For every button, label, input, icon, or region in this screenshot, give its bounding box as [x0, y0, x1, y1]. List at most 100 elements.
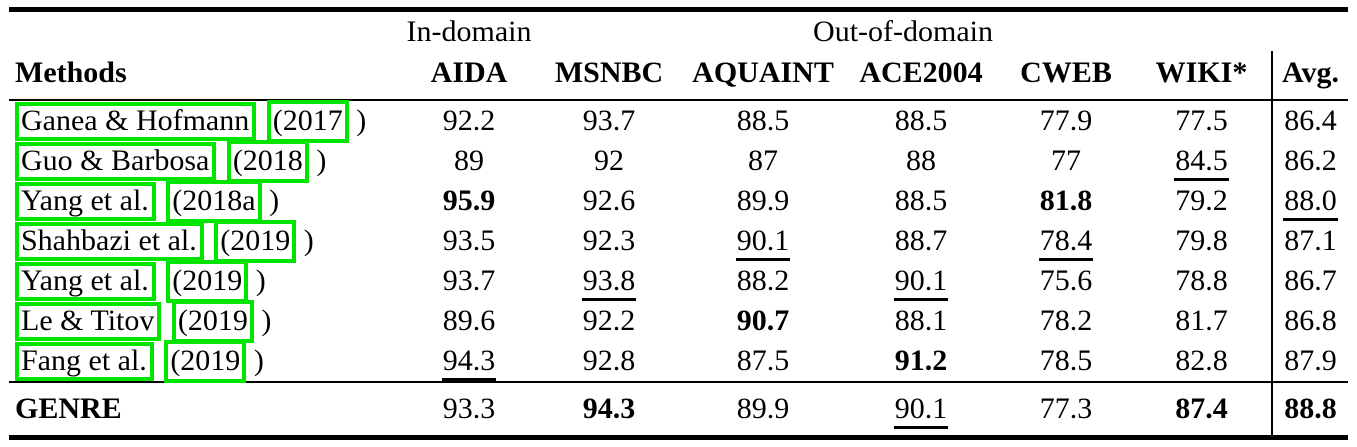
method-name-annotation-box[interactable]: Guo & Barbosa: [15, 142, 217, 181]
score-value: 93.5: [442, 224, 496, 257]
score-cell: 89.9: [684, 381, 842, 435]
score-value: 92.3: [582, 224, 636, 257]
score-cell: 88.5: [842, 100, 1000, 141]
method-row: Yang et al. (2018a ) 95.9 92.6 89.9 88.5 81.…: [9, 180, 1348, 223]
score-value: 90.1: [893, 264, 949, 301]
score-cell: 93.7: [534, 100, 684, 141]
method-year-annotation-box[interactable]: (2018a: [166, 180, 262, 223]
score-value: 87: [748, 144, 778, 177]
score-cell: 77.9: [1000, 100, 1132, 141]
score-cell: 91.2: [842, 341, 1000, 382]
score-cell: 94.3: [404, 341, 534, 382]
score-cell: 95.9: [404, 181, 534, 221]
empty-corner-cell: [9, 12, 404, 51]
score-value: 87.4: [1175, 392, 1228, 425]
method-cell: Shahbazi et al. (2019 ): [9, 220, 404, 263]
table-body: Ganea & Hofmann (2017 ) 92.2 93.7 88.5 88.5…: [9, 100, 1348, 383]
method-year-annotation-box[interactable]: (2017: [266, 100, 349, 143]
score-cell: 93.5: [404, 221, 534, 261]
score-value: 78.4: [1038, 224, 1094, 261]
method-name-annotation-box[interactable]: Yang et al.: [15, 262, 156, 301]
score-value: 92.2: [442, 104, 496, 137]
score-cell: 89.9: [684, 181, 842, 221]
score-cell: 75.6: [1000, 261, 1132, 301]
method-name-annotation-box[interactable]: Shahbazi et al.: [15, 222, 204, 261]
score-value: 89.9: [736, 392, 790, 425]
method-row: Shahbazi et al. (2019 ) 93.5 92.3 90.1 88.7…: [9, 220, 1348, 263]
genre-row: GENRE 93.3 94.3 89.9 90.1 77.3 87.4 88.8: [9, 381, 1348, 435]
method-row: Le & Titov (2019 ) 89.6 92.2 90.7 88.1 78.2 8…: [9, 300, 1348, 343]
results-table-container: In-domain Out-of-domain Methods AIDA MSNB…: [9, 7, 1348, 440]
method-name-annotation-box[interactable]: Fang et al.: [15, 342, 154, 381]
column-header-wiki: WIKI*: [1132, 51, 1273, 101]
score-value: 95.9: [442, 184, 496, 217]
method-name-annotation-box[interactable]: Le & Titov: [15, 302, 162, 341]
score-cell: 90.1: [684, 221, 842, 261]
method-year-annotation-box[interactable]: (2019: [164, 340, 247, 383]
score-cell: 82.8: [1132, 341, 1272, 382]
score-cell: 78.8: [1132, 261, 1272, 301]
score-value: 90.7: [736, 304, 790, 337]
close-paren: ): [356, 104, 367, 137]
close-paren: ): [316, 144, 327, 177]
score-value: 88.5: [894, 104, 948, 137]
score-cell: 87.5: [684, 341, 842, 382]
score-cell: 87.1: [1271, 221, 1348, 261]
score-value: 88.8: [1284, 392, 1337, 425]
method-name-annotation-box[interactable]: Yang et al.: [15, 182, 156, 221]
close-paren: ): [261, 304, 272, 337]
score-cell: 87.9: [1271, 341, 1348, 382]
score-value: 82.8: [1175, 344, 1228, 377]
method-row: Ganea & Hofmann (2017 ) 92.2 93.7 88.5 88.5…: [9, 100, 1348, 143]
score-value: 86.8: [1284, 304, 1337, 337]
score-value: 88.5: [894, 184, 948, 217]
method-cell: Yang et al. (2018a ): [9, 180, 404, 223]
method-name-annotation-box[interactable]: Ganea & Hofmann: [15, 102, 257, 141]
score-value: 89.9: [736, 184, 790, 217]
close-paren: ): [253, 344, 264, 377]
score-cell: 93.3: [404, 381, 534, 435]
score-value: 94.3: [441, 344, 497, 381]
score-value: 93.7: [582, 104, 636, 137]
score-cell: 90.7: [684, 301, 842, 341]
score-value: 88: [906, 144, 936, 177]
column-header-avg: Avg.: [1271, 51, 1348, 101]
score-value: 90.1: [893, 392, 949, 429]
method-row: Yang et al. (2019 ) 93.7 93.8 88.2 90.1 75.6…: [9, 260, 1348, 303]
method-row: Fang et al. (2019 ) 94.3 92.8 87.5 91.2 78.5…: [9, 340, 1348, 383]
score-cell: 90.1: [842, 261, 1000, 301]
score-cell: 78.5: [1000, 341, 1132, 382]
score-cell: 77: [1000, 141, 1132, 181]
score-value: 87.5: [736, 344, 790, 377]
score-cell: 88.2: [684, 261, 842, 301]
score-cell: 92.6: [534, 181, 684, 221]
column-header-aquaint: AQUAINT: [684, 51, 842, 101]
score-cell: 86.4: [1271, 100, 1348, 141]
score-cell: 86.8: [1271, 301, 1348, 341]
empty-corner-cell: [1272, 12, 1348, 51]
in-domain-group-header: In-domain: [406, 15, 532, 48]
score-cell: 93.7: [404, 261, 534, 301]
method-cell: Ganea & Hofmann (2017 ): [9, 100, 404, 143]
score-value: 81.8: [1039, 184, 1093, 217]
method-year-annotation-box[interactable]: (2019: [166, 260, 249, 303]
results-table: In-domain Out-of-domain Methods AIDA MSNB…: [9, 12, 1348, 435]
column-header-ace2004: ACE2004: [842, 51, 1000, 101]
method-year-annotation-box[interactable]: (2019: [214, 220, 297, 263]
score-value: 88.7: [894, 224, 948, 257]
score-cell: 88.0: [1271, 181, 1348, 221]
score-cell: 92.3: [534, 221, 684, 261]
score-value: 87.1: [1284, 224, 1337, 257]
methods-column-header: Methods: [9, 51, 404, 101]
score-value: 77.5: [1175, 104, 1228, 137]
method-cell: Fang et al. (2019 ): [9, 340, 404, 383]
close-paren: ): [269, 184, 280, 217]
method-year-annotation-box[interactable]: (2019: [171, 300, 254, 343]
column-header-row: Methods AIDA MSNBC AQUAINT ACE2004 CWEB WIKI*…: [9, 51, 1348, 101]
score-cell: 81.7: [1132, 301, 1272, 341]
score-cell: 77.3: [1000, 381, 1132, 435]
method-year-annotation-box[interactable]: (2018: [226, 140, 309, 183]
score-value: 81.7: [1175, 304, 1228, 337]
score-value: 88.2: [736, 264, 790, 297]
score-cell: 78.4: [1000, 221, 1132, 261]
